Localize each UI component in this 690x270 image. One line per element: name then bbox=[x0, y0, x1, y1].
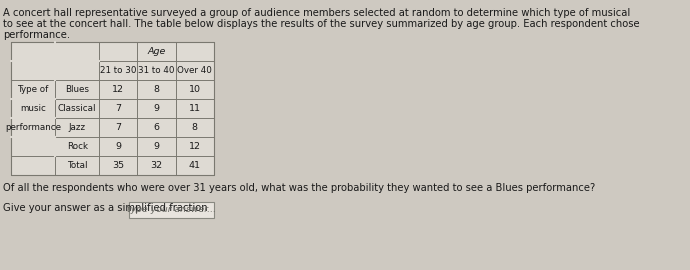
Text: Type of: Type of bbox=[17, 85, 49, 94]
Text: to see at the concert hall. The table below displays the results of the survey s: to see at the concert hall. The table be… bbox=[3, 19, 640, 29]
Text: 11: 11 bbox=[188, 104, 201, 113]
Text: 9: 9 bbox=[153, 142, 159, 151]
Text: 35: 35 bbox=[112, 161, 124, 170]
Text: 8: 8 bbox=[192, 123, 197, 132]
Text: Jazz: Jazz bbox=[68, 123, 86, 132]
Text: 9: 9 bbox=[153, 104, 159, 113]
Text: Total: Total bbox=[67, 161, 88, 170]
Text: type your answer...: type your answer... bbox=[127, 205, 216, 214]
Text: 7: 7 bbox=[115, 123, 121, 132]
Bar bbox=[129, 202, 214, 218]
Text: Rock: Rock bbox=[67, 142, 88, 151]
Text: 12: 12 bbox=[112, 85, 124, 94]
Text: 6: 6 bbox=[153, 123, 159, 132]
Text: Age: Age bbox=[147, 47, 166, 56]
Text: Of all the respondents who were over 31 years old, what was the probability they: Of all the respondents who were over 31 … bbox=[3, 183, 595, 193]
Text: 10: 10 bbox=[188, 85, 201, 94]
Text: Give your answer as a simplified fraction: Give your answer as a simplified fractio… bbox=[3, 203, 208, 213]
Bar bbox=[11, 42, 214, 175]
Text: music: music bbox=[20, 104, 46, 113]
Text: performance: performance bbox=[5, 123, 61, 132]
Text: 8: 8 bbox=[153, 85, 159, 94]
Text: 7: 7 bbox=[115, 104, 121, 113]
Text: 32: 32 bbox=[150, 161, 162, 170]
Text: A concert hall representative surveyed a group of audience members selected at r: A concert hall representative surveyed a… bbox=[3, 8, 631, 18]
Text: 31 to 40: 31 to 40 bbox=[138, 66, 175, 75]
Text: 41: 41 bbox=[188, 161, 201, 170]
Text: 9: 9 bbox=[115, 142, 121, 151]
Text: 12: 12 bbox=[188, 142, 201, 151]
Text: 21 to 30: 21 to 30 bbox=[100, 66, 137, 75]
Text: performance.: performance. bbox=[3, 30, 70, 40]
Text: Over 40: Over 40 bbox=[177, 66, 212, 75]
Text: Classical: Classical bbox=[58, 104, 97, 113]
Text: Blues: Blues bbox=[65, 85, 89, 94]
